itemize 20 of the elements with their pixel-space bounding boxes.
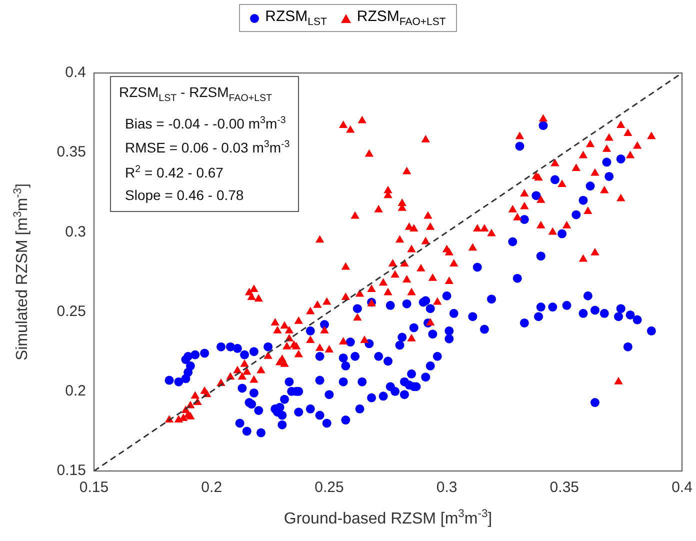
y-tick-label: 0.35 — [56, 144, 86, 161]
y-tick-label: 0.15 — [56, 462, 86, 480]
y-tick-label: 0.2 — [65, 382, 86, 400]
legend-label: RZSM$_{LST}$ — [265, 8, 327, 28]
annotation: RZSM$_{LST}$ - RZSM$_{FAO+LST}$ — [119, 83, 274, 106]
x-tick-label: 0.4 — [672, 479, 692, 496]
x-tick-label: 0.25 — [314, 479, 344, 496]
x-tick-label: 0.3 — [436, 479, 458, 496]
y-tick-label: 0.3 — [65, 223, 86, 240]
annotation: Bias = -0.04 - -0.00 m$^{3}$m$^{-3}$ — [124, 114, 287, 134]
y-tick-label: 0.4 — [65, 64, 86, 82]
y-tick-label: 0.25 — [56, 302, 86, 320]
x-axis-title: Ground-based RZSM [m$^{3}$m$^{-3}$] — [282, 508, 494, 528]
annotation: R$^{2}$ = 0.42 - 0.67 — [124, 163, 224, 183]
x-tick-label: 0.15 — [79, 479, 109, 496]
annotation: Slope = 0.46 - 0.78 — [124, 186, 245, 205]
x-tick-label: 0.2 — [201, 479, 222, 496]
x-tick-label: 0.35 — [550, 479, 579, 496]
legend-label: RZSM$_{FAO+LST}$ — [356, 8, 446, 28]
annotation: RMSE = 0.06 - 0.03 m$^{3}$m$^{-3}$ — [124, 138, 290, 158]
